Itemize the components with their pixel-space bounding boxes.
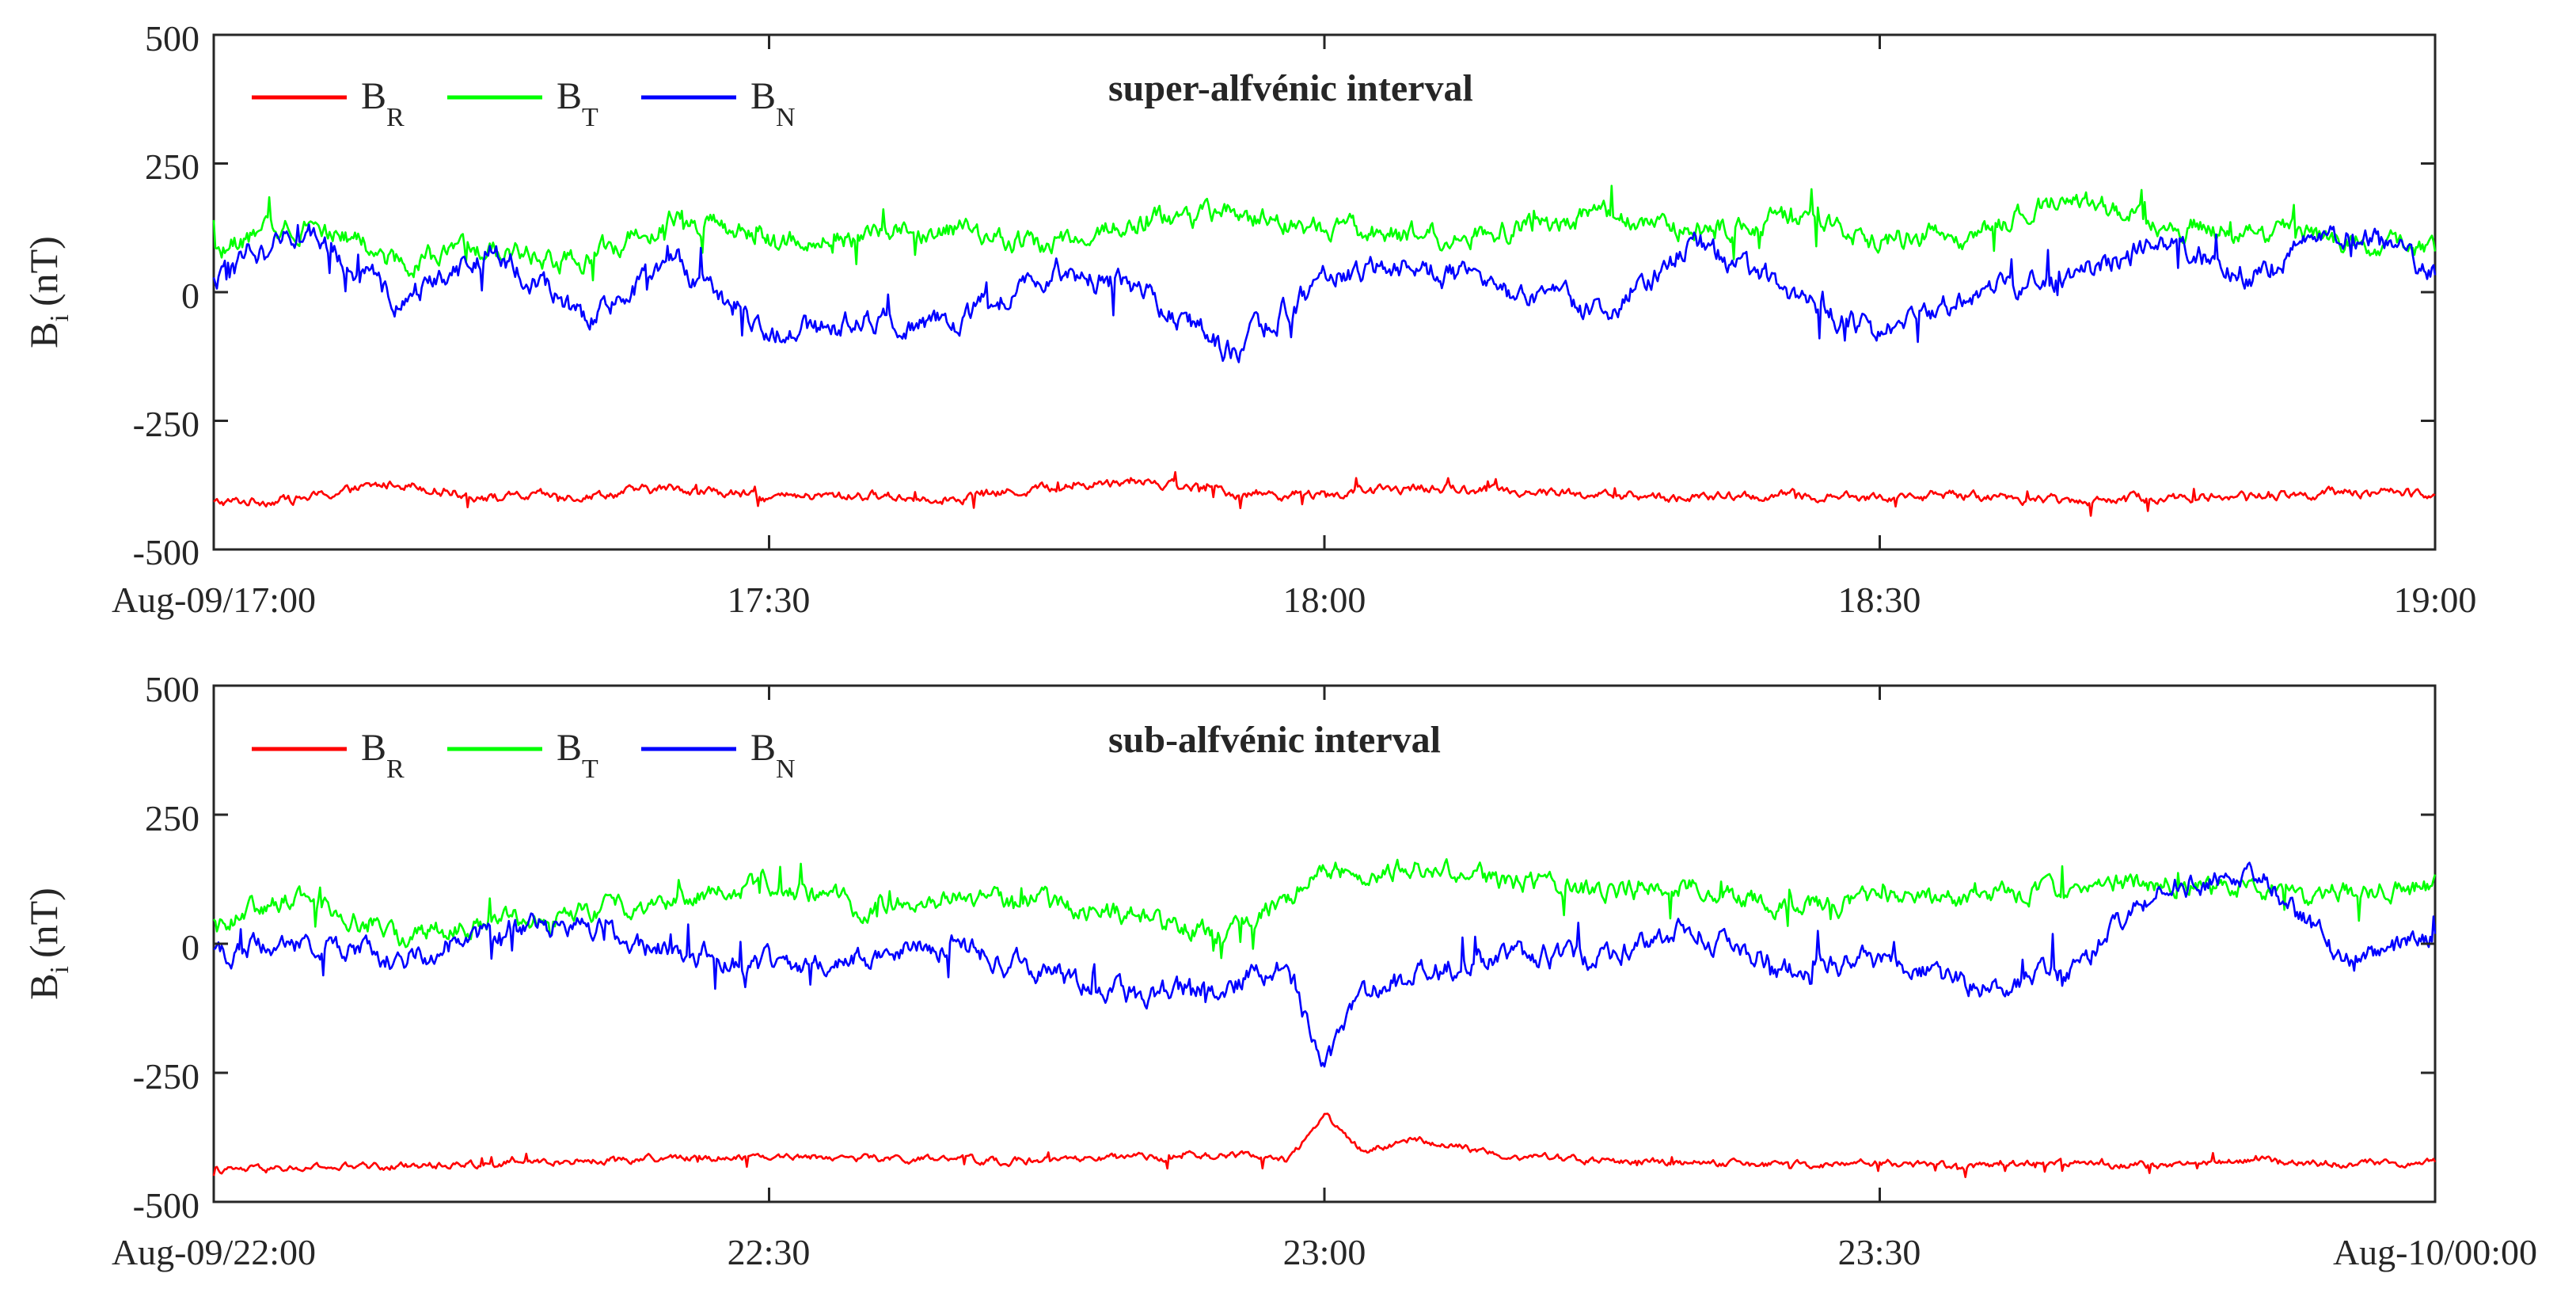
panel-2-x-tick-label: 23:00 (1283, 1232, 1366, 1272)
panel-1-y-tick-label: -500 (133, 532, 199, 572)
panel-2-series-group (212, 857, 2437, 1178)
panel-2-x-tick-label: Aug-09/22:00 (112, 1232, 316, 1272)
panel-1-title: super-alfvénic interval (1108, 67, 1473, 109)
panel-2-plot-area (212, 684, 2437, 1203)
panel-2-series-bn-line (213, 861, 2437, 1068)
panel-2-y-tick-label: -500 (133, 1185, 199, 1226)
panel-1-x-tick-label: 18:30 (1838, 580, 1921, 620)
panel-2-legend-label-bn: BN (750, 727, 796, 784)
panel-1-series-bn-line (212, 223, 2437, 363)
panel-2-y-tick-label: 0 (181, 927, 199, 968)
panel-1-x-tick-label: 19:00 (2394, 580, 2477, 620)
panel-2-x-tick-label: 22:30 (728, 1232, 811, 1272)
panel-1-legend-label-bt: BT (557, 75, 598, 132)
panel-1-x-tick-label: Aug-09/17:00 (112, 580, 316, 620)
panel-2-series-br-line (212, 1112, 2437, 1178)
panel-2-ticks (212, 684, 2437, 1203)
panel-2-x-tick-label: Aug-10/00:00 (2333, 1232, 2537, 1272)
panel-1-x-tick-label: 17:30 (728, 580, 811, 620)
panel-1-x-tick-label: 18:00 (1283, 580, 1366, 620)
panel-1-y-tick-label: 500 (145, 18, 199, 59)
panel-1-y-tick-label: -250 (133, 404, 199, 444)
panel-1-legend-label-br: BR (361, 75, 405, 132)
panel-sub-alfvenic: 500 250 0 -250 -500 Aug-09/22:00 22:30 2… (21, 669, 2537, 1272)
panel-1-legend-label-bn: BN (750, 75, 796, 132)
panel-2-title: sub-alfvénic interval (1108, 719, 1441, 761)
panel-2-legend-label-bt: BT (557, 727, 598, 784)
panel-2-y-tick-label: -250 (133, 1056, 199, 1097)
panel-1-y-axis-label: Bi(nT) (21, 236, 74, 348)
panel-2-legend: BR BT BN (252, 727, 796, 784)
panel-2-y-tick-label: 250 (145, 798, 199, 838)
panel-1-series-bt-line (212, 184, 2437, 282)
panel-1-series-br-line (213, 470, 2436, 517)
panel-1-ticks (212, 33, 2437, 551)
panel-2-series-bt-line (212, 857, 2437, 960)
panel-1-y-tick-label: 250 (145, 146, 199, 187)
panel-super-alfvenic: 500 250 0 -250 -500 Aug-09/17:00 17:30 1… (21, 18, 2476, 620)
panel-1-axes-box (212, 33, 2437, 551)
panel-2-y-tick-label: 500 (145, 669, 199, 709)
panel-2-legend-label-br: BR (361, 727, 405, 784)
panel-1-legend: BR BT BN (252, 75, 796, 132)
panel-1-plot-area (212, 33, 2437, 551)
panel-1-series-group (212, 184, 2437, 517)
panel-2-x-tick-label: 23:30 (1838, 1232, 1921, 1272)
panel-2-y-axis-label: Bi(nT) (21, 888, 74, 1000)
panel-1-y-tick-label: 0 (181, 276, 199, 316)
